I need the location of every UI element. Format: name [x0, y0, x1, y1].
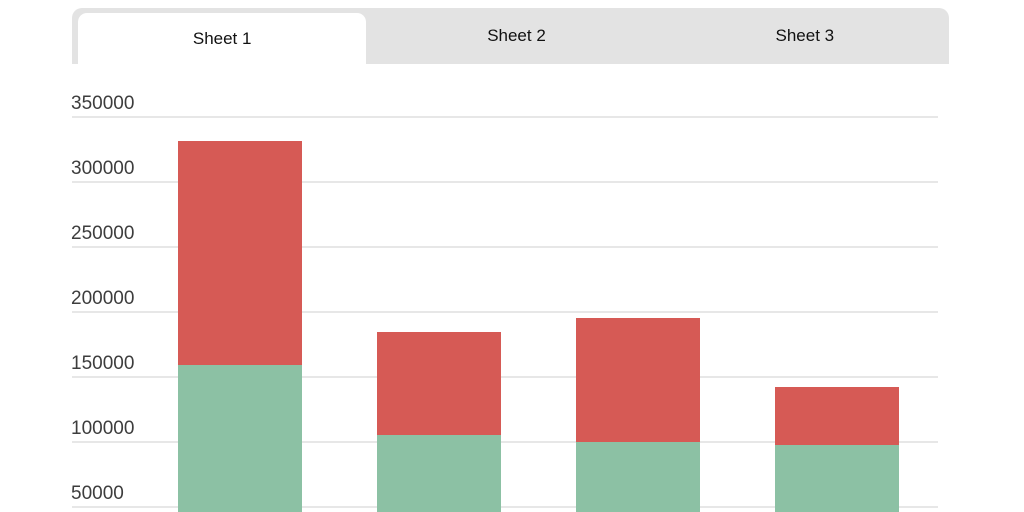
tab-sheet-2[interactable]: Sheet 2: [372, 8, 660, 64]
y-axis-tick-label: 350000: [71, 92, 135, 114]
gridline: [72, 375, 938, 378]
bar-segment-red: [178, 141, 302, 365]
y-axis-tick-label: 300000: [71, 157, 135, 179]
tab-sheet-1-label: Sheet 1: [192, 28, 252, 48]
tab-sheet-2-label: Sheet 2: [487, 26, 546, 45]
bar-segment-red: [377, 332, 501, 435]
bar-segment-green: [178, 364, 302, 512]
gridline: [72, 115, 938, 118]
bar-segment-red: [576, 318, 700, 442]
tab-sheet-3[interactable]: Sheet 3: [661, 8, 949, 64]
gridline: [72, 505, 938, 508]
gridline: [72, 180, 938, 183]
y-axis-tick-label: 50000: [71, 482, 124, 504]
y-axis-tick-label: 100000: [71, 417, 135, 439]
bar-segment-green: [377, 435, 501, 512]
gridline: [72, 310, 938, 313]
y-axis-tick-label: 150000: [71, 352, 135, 374]
bar-segment-green: [576, 441, 700, 512]
tab-sheet-3-label: Sheet 3: [775, 26, 835, 45]
gridline: [72, 245, 938, 248]
y-axis-tick-label: 200000: [71, 287, 135, 309]
gridline: [72, 440, 938, 443]
y-axis-tick-label: 250000: [71, 222, 135, 244]
tab-sheet-1[interactable]: Sheet 1: [78, 13, 367, 64]
sheet-tab-bar: Sheet 1 Sheet 2 Sheet 3: [72, 8, 949, 64]
bar-segment-red: [775, 386, 899, 446]
bar-segment-green: [775, 445, 899, 512]
